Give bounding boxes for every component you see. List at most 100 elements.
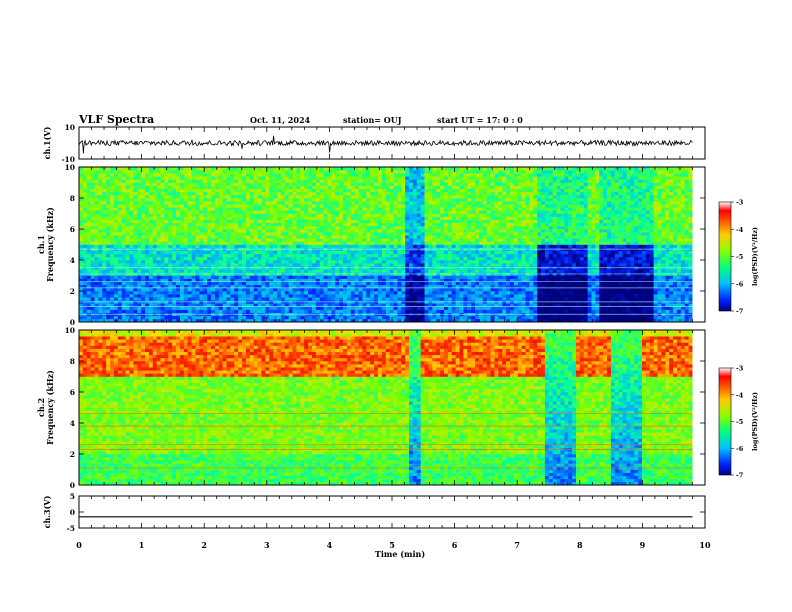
spectrogram-cell (242, 315, 247, 320)
spectrogram-cell (113, 176, 119, 180)
spectrogram-cell (280, 297, 286, 301)
spectrogram-cell (234, 297, 239, 301)
spectrogram-cell (265, 260, 270, 264)
spectrogram-cell (343, 173, 348, 177)
spectrogram-cell (152, 216, 157, 220)
spectrogram-cell (412, 198, 418, 202)
spectrogram-cell (346, 210, 352, 214)
spectrogram-cell (172, 253, 177, 258)
spectrogram-cell (145, 182, 150, 186)
spectrogram-cell (195, 216, 200, 220)
spectrogram-cell (335, 219, 340, 224)
spectrogram-cell (172, 198, 177, 202)
spectrogram-cell (214, 176, 220, 180)
spectrogram-cell (160, 278, 165, 282)
spectrogram-cell (187, 232, 192, 236)
spectrogram-cell (269, 216, 274, 220)
spectrogram-cell (405, 309, 410, 313)
spectrogram-cell (160, 204, 165, 208)
spectrogram-cell (117, 244, 123, 248)
spectrogram-cell (238, 170, 243, 174)
spectrogram-cell (308, 188, 313, 193)
spectrogram-cell (141, 222, 146, 227)
spectrogram-cell (164, 235, 169, 239)
spectrogram-cell (366, 235, 371, 239)
spectrogram-cell (261, 297, 266, 301)
spectrogram-cell (455, 185, 460, 189)
spectrogram-cell (315, 287, 321, 292)
spectrogram-cell (121, 204, 126, 208)
spectrogram-cell (102, 303, 107, 307)
spectrogram-cell (230, 229, 235, 233)
spectrogram-cell (358, 294, 363, 298)
spectrogram-cell (110, 244, 115, 248)
spectrogram-cell (412, 222, 418, 227)
spectrogram-cell (436, 253, 441, 258)
spectrogram-cell (315, 188, 321, 193)
spectrogram-cell (346, 219, 352, 224)
spectrogram-cell (176, 238, 181, 242)
spectrogram-cell (273, 241, 278, 245)
spectrogram-cell (145, 204, 150, 208)
spectrogram-cell (222, 306, 227, 310)
spectrogram-cell (172, 287, 177, 292)
spectrogram-cell (343, 207, 348, 211)
spectrogram-cell (296, 185, 301, 189)
spectrogram-cell (315, 275, 321, 279)
spectrogram-cell (245, 269, 251, 273)
spectrogram-cell (331, 213, 336, 217)
spectrogram-cell (172, 210, 177, 214)
spectrogram-cell (420, 315, 425, 320)
spectrogram-cell (401, 191, 406, 196)
spectrogram-cell (370, 291, 375, 295)
spectrogram-cell (179, 191, 185, 196)
spectrogram-cell (94, 269, 99, 273)
spectrogram-cell (253, 253, 258, 258)
spectrogram-cell (463, 294, 468, 298)
spectrogram-cell (385, 204, 390, 208)
spectrogram-cell (459, 294, 464, 298)
spectrogram-cell (436, 173, 441, 177)
spectrogram-cell (451, 188, 456, 193)
spectrogram-cell (148, 281, 154, 286)
spectrogram-cell (447, 278, 453, 282)
spectrogram-cell (230, 244, 235, 248)
spectrogram-cell (148, 309, 154, 313)
spectrogram-cell (207, 303, 212, 307)
spectrogram-cell (82, 287, 88, 292)
spectrogram-cell (304, 216, 309, 220)
spectrogram-cell (218, 167, 223, 171)
spectrogram-cell (121, 185, 126, 189)
spectrogram-cell (125, 219, 130, 224)
spectrogram-cell (261, 179, 266, 183)
spectrogram-cell (424, 182, 429, 186)
spectrogram-cell (129, 188, 134, 193)
spectrogram-cell (226, 222, 231, 227)
spectrogram-cell (311, 182, 317, 186)
spectrogram-cell (424, 210, 429, 214)
spectrogram-cell (277, 229, 282, 233)
spectrogram-cell (257, 281, 262, 286)
spectrogram-cell (315, 315, 321, 320)
spectrogram-cell (451, 201, 456, 205)
spectrogram-cell (335, 291, 340, 295)
spectrogram-cell (311, 219, 317, 224)
spectrogram-cell (152, 284, 157, 289)
spectrogram-cell (300, 309, 305, 313)
spectrogram-cell (343, 241, 348, 245)
spectrogram-cell (296, 201, 301, 205)
spectrogram-cell (137, 188, 142, 193)
spectrogram-cell (82, 269, 88, 273)
spectrogram-cell (319, 232, 324, 236)
spectrogram-cell (311, 229, 317, 233)
spectrogram-cell (164, 232, 169, 236)
spectrogram-cell (222, 287, 227, 292)
spectrogram-cell (381, 318, 387, 322)
spectrogram-cell (98, 232, 103, 236)
spectrogram-cell (187, 176, 192, 180)
spectrogram-cell (207, 318, 212, 322)
spectrogram-cell (428, 278, 433, 282)
spectrogram-cell (242, 303, 247, 307)
spectrogram-cell (214, 201, 220, 205)
spectrogram-cell (211, 315, 216, 320)
